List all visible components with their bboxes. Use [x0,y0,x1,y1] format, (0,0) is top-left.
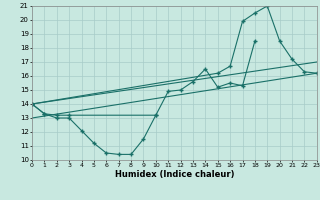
X-axis label: Humidex (Indice chaleur): Humidex (Indice chaleur) [115,170,234,179]
